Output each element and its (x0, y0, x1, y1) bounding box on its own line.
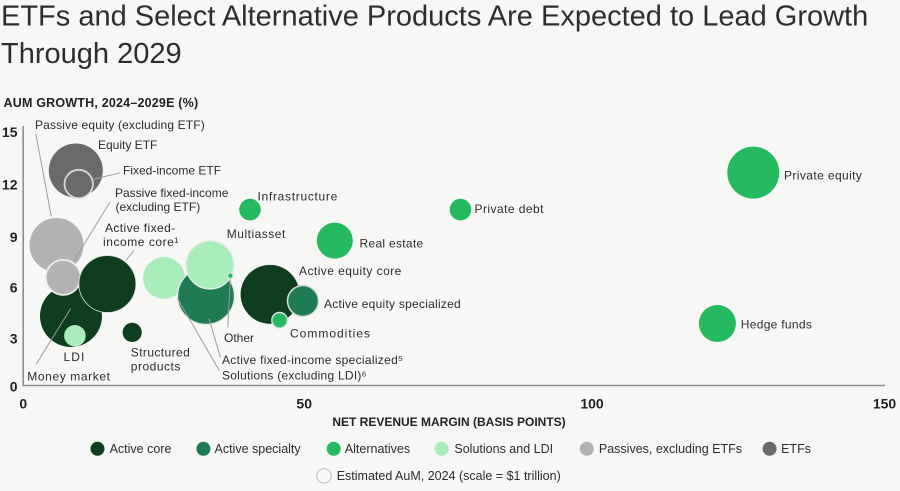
svg-text:6: 6 (10, 279, 18, 295)
svg-text:Passives, excluding ETFs: Passives, excluding ETFs (599, 442, 742, 456)
svg-text:150: 150 (873, 396, 897, 412)
svg-text:Solutions and LDI: Solutions and LDI (454, 442, 553, 456)
svg-text:NET REVENUE MARGIN (BASIS POIN: NET REVENUE MARGIN (BASIS POINTS) (332, 415, 565, 429)
svg-text:50: 50 (296, 396, 312, 412)
svg-text:products: products (131, 359, 181, 373)
svg-text:Commodities: Commodities (290, 326, 371, 340)
svg-text:Active fixed-: Active fixed- (105, 221, 176, 235)
svg-text:income core¹: income core¹ (103, 235, 179, 249)
svg-text:Other: Other (224, 331, 254, 345)
svg-text:Infrastructure: Infrastructure (258, 189, 339, 203)
svg-text:12: 12 (2, 177, 18, 193)
svg-text:0: 0 (19, 396, 27, 412)
svg-text:Private debt: Private debt (475, 202, 545, 216)
svg-text:Multiasset: Multiasset (227, 227, 286, 241)
svg-text:Equity ETF: Equity ETF (98, 138, 157, 152)
svg-text:(excluding ETF): (excluding ETF) (116, 200, 201, 214)
svg-text:3: 3 (10, 330, 18, 346)
svg-text:Active specialty: Active specialty (215, 442, 302, 456)
svg-text:0: 0 (10, 378, 18, 394)
svg-text:Alternatives: Alternatives (345, 442, 410, 456)
svg-text:Private equity: Private equity (784, 169, 862, 183)
svg-text:Estimated AuM, 2024 (scale = $: Estimated AuM, 2024 (scale = $1 trillion… (337, 469, 561, 483)
svg-text:Active equity specialized: Active equity specialized (324, 297, 461, 311)
svg-text:Active equity core: Active equity core (299, 264, 402, 278)
svg-text:Fixed-income ETF: Fixed-income ETF (123, 163, 221, 177)
svg-text:AUM GROWTH, 2024–2029E (%): AUM GROWTH, 2024–2029E (%) (4, 96, 199, 110)
svg-text:Passive equity (excluding ETF): Passive equity (excluding ETF) (35, 118, 205, 132)
svg-text:Active core: Active core (110, 442, 172, 456)
svg-text:Real estate: Real estate (360, 236, 424, 250)
svg-text:Money market: Money market (27, 369, 110, 383)
svg-text:ETFs and Select Alternative Pr: ETFs and Select Alternative Products Are… (1, 1, 868, 33)
svg-text:9: 9 (10, 229, 18, 245)
svg-text:ETFs: ETFs (781, 442, 811, 456)
svg-text:Active fixed-income specialize: Active fixed-income specialized⁵ (222, 353, 403, 367)
svg-text:15: 15 (2, 124, 18, 140)
svg-text:Structured: Structured (131, 345, 190, 359)
svg-text:Solutions (excluding LDI)⁶: Solutions (excluding LDI)⁶ (222, 368, 367, 382)
svg-text:100: 100 (580, 396, 604, 412)
svg-text:Hedge funds: Hedge funds (741, 318, 812, 332)
svg-text:Passive fixed-income: Passive fixed-income (115, 186, 229, 200)
svg-text:Through 2029: Through 2029 (1, 38, 182, 70)
svg-text:LDI: LDI (64, 350, 86, 364)
